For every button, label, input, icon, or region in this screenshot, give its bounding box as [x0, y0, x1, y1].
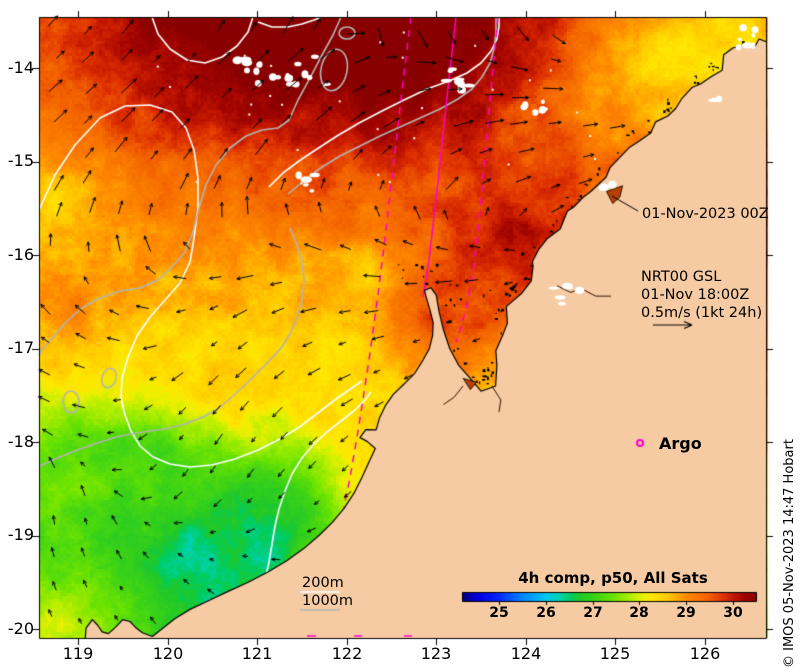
x-tick-label: 122	[331, 644, 363, 663]
y-tick-label: -16	[7, 245, 34, 264]
x-tick-label: 125	[599, 644, 631, 663]
contour-1000m-label: 1000m	[302, 593, 354, 609]
argo-label: Argo	[659, 434, 702, 453]
copyright-credit: © IMOS 05-Nov-2023 14:47 Hobart	[782, 439, 797, 668]
y-tick-label: -14	[7, 58, 34, 77]
colorbar-tick-label: 25	[489, 605, 509, 621]
observation-time-label: 01-Nov-2023 00Z	[642, 206, 769, 222]
y-tick-label: -20	[7, 619, 34, 638]
colorbar-tick-label: 26	[536, 605, 556, 621]
model-name-label: NRT00 GSL	[641, 269, 722, 285]
x-tick-label: 121	[241, 644, 273, 663]
colorbar-tick-label: 27	[583, 605, 603, 621]
colorbar-title: 4h comp, p50, All Sats	[518, 569, 708, 587]
colorbar-tick-label: 30	[723, 605, 743, 621]
colorbar-tick-label: 28	[629, 605, 649, 621]
contour-200m-label: 200m	[302, 575, 344, 591]
x-tick-label: 119	[62, 644, 94, 663]
vector-scale-label: 0.5m/s (1kt 24h)	[641, 305, 763, 321]
x-tick-label: 120	[152, 644, 184, 663]
model-time-label: 01-Nov 18:00Z	[641, 287, 750, 303]
y-tick-label: -18	[7, 432, 34, 451]
y-tick-label: -15	[7, 151, 34, 170]
x-tick-label: 123	[420, 644, 452, 663]
x-tick-label: 126	[689, 644, 721, 663]
y-tick-label: -19	[7, 525, 34, 544]
colorbar-tick-label: 29	[676, 605, 696, 621]
x-tick-label: 124	[510, 644, 542, 663]
y-tick-label: -17	[7, 338, 34, 357]
